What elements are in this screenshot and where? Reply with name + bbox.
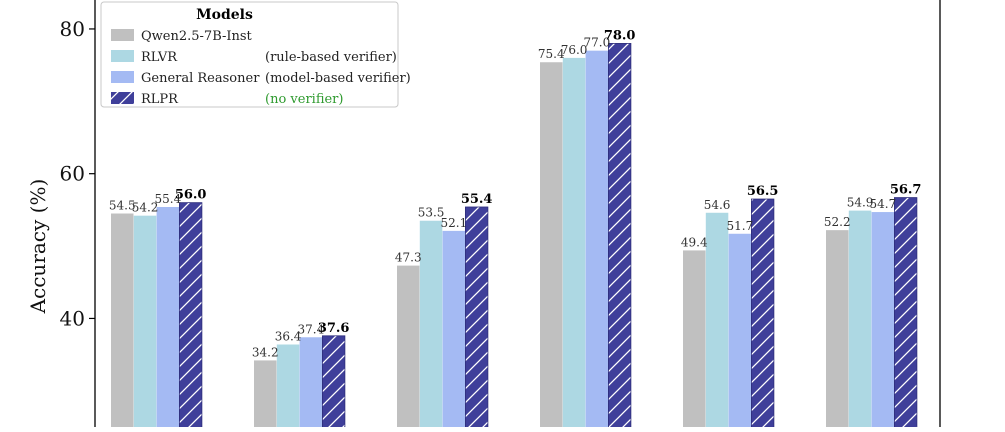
bar-1-group-4: [540, 62, 563, 430]
legend-note: (no verifier): [265, 92, 343, 107]
value-label: 77.0: [583, 36, 610, 50]
y-tick-label: 40: [60, 306, 85, 330]
legend-label: General Reasoner: [141, 71, 260, 86]
legend-swatch: [111, 50, 134, 62]
bar-2-group-3: [419, 220, 443, 429]
bar-4-group-1: [178, 202, 203, 430]
bar-4-group-5: [751, 198, 775, 430]
y-tick-label: 80: [60, 17, 85, 41]
bar-3-group-2: [299, 337, 323, 429]
value-label: 36.4: [275, 329, 302, 343]
bar-1-group-2: [254, 360, 277, 429]
bar-3-group-5: [728, 233, 752, 429]
legend-swatch: [111, 71, 134, 83]
value-label: 55.4: [461, 192, 493, 207]
legend-title: Models: [196, 7, 253, 23]
bar-2-group-1: [133, 215, 157, 429]
legend-label: RLVR: [141, 50, 178, 65]
value-label: 52.2: [824, 215, 851, 229]
value-label: 54.9: [847, 196, 874, 210]
value-label: 54.5: [109, 199, 136, 213]
value-label: 54.2: [132, 201, 159, 215]
bar-2-group-4: [562, 57, 586, 429]
value-label: 76.0: [561, 43, 588, 57]
value-label: 52.1: [440, 216, 467, 230]
legend-label: RLPR: [141, 92, 179, 107]
bar-3-group-3: [442, 230, 466, 429]
legend-box: [100, 1, 399, 108]
legend-swatch: [111, 92, 134, 104]
bar-2-group-5: [705, 212, 729, 429]
value-label: 56.5: [747, 184, 779, 199]
legend-swatch: [111, 29, 134, 41]
bar-4-group-2: [321, 335, 346, 430]
value-label: 54.6: [704, 198, 731, 212]
bar-3-group-1: [156, 206, 180, 429]
value-label: 37.4: [297, 322, 324, 336]
value-label: 55.4: [154, 192, 181, 206]
bar-3-group-4: [585, 50, 609, 430]
bar-1-group-5: [683, 250, 706, 429]
value-label: 56.0: [175, 188, 207, 203]
bar-4-group-6: [894, 197, 918, 430]
bar-4-group-3: [464, 206, 489, 430]
value-label: 56.7: [890, 183, 922, 198]
bar-1-group-6: [826, 230, 849, 429]
bar-2-group-6: [848, 210, 872, 429]
bar-2-group-2: [276, 344, 300, 429]
value-label: 47.3: [395, 251, 422, 265]
bar-3-group-6: [871, 212, 895, 429]
value-label: 37.6: [318, 321, 350, 336]
legend-label: Qwen2.5-7B-Inst: [141, 29, 253, 44]
value-label: 54.7: [869, 197, 896, 211]
y-tick-label: 60: [60, 162, 85, 186]
value-label: 78.0: [604, 28, 636, 43]
value-label: 34.2: [252, 345, 279, 359]
value-label: 53.5: [418, 206, 445, 220]
bar-4-group-4: [608, 43, 632, 430]
value-label: 49.4: [681, 235, 708, 249]
bar-1-group-3: [397, 265, 420, 429]
legend-note: (rule-based verifier): [265, 50, 397, 65]
y-axis-title: Accuracy (%): [26, 179, 50, 315]
value-label: 51.7: [726, 219, 753, 233]
value-label: 75.4: [538, 47, 565, 61]
legend-note: (model-based verifier): [265, 71, 411, 86]
bar-1-group-1: [111, 213, 134, 429]
